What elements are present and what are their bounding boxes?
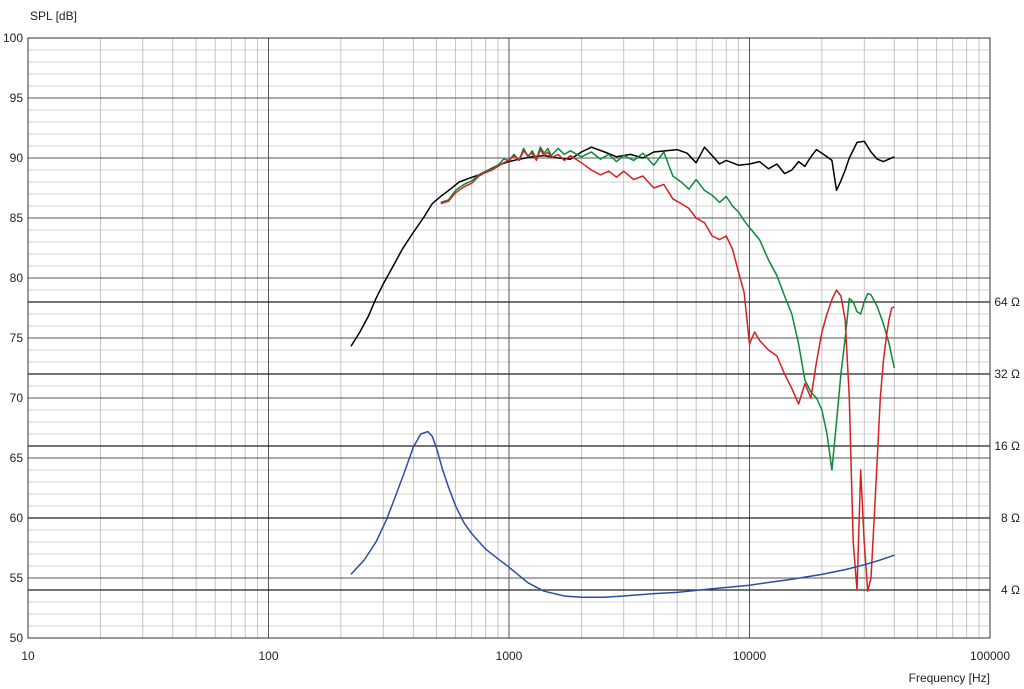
impedance-tick-label: 64 Ω [994, 295, 1020, 309]
impedance-tick-label: 32 Ω [994, 367, 1020, 381]
series-line-3 [440, 148, 895, 592]
y-tick-label: 70 [10, 391, 24, 405]
x-axis-label: Frequency [Hz] [909, 671, 990, 685]
series-line-4 [350, 430, 895, 598]
y-tick-label: 50 [10, 631, 24, 645]
x-tick-label: 10 [21, 649, 35, 663]
y-tick-label: 95 [10, 91, 24, 105]
series-layer [350, 140, 896, 598]
x-tick-label: 100 [258, 649, 278, 663]
y-tick-labels: 50 55 60 65 70 75 80 85 90 95 100 [3, 31, 23, 645]
y-tick-label: 85 [10, 211, 24, 225]
x-tick-labels: 10 100 1000 10000 100000 [21, 649, 1010, 663]
impedance-tick-labels: 4 Ω 8 Ω 16 Ω 32 Ω 64 Ω [994, 295, 1020, 597]
y-tick-label: 100 [3, 31, 23, 45]
impedance-tick-label: 8 Ω [1001, 511, 1020, 525]
y-tick-label: 75 [10, 331, 24, 345]
x-tick-label: 1000 [496, 649, 523, 663]
y-tick-label: 65 [10, 451, 24, 465]
x-tick-label: 100000 [970, 649, 1010, 663]
y-axis-label: SPL [dB] [30, 9, 77, 23]
y-tick-label: 90 [10, 151, 24, 165]
y-tick-label: 55 [10, 571, 24, 585]
series-line-1 [350, 140, 895, 347]
plot-frame [27, 37, 991, 639]
y-tick-label: 60 [10, 511, 24, 525]
impedance-tick-label: 4 Ω [1001, 583, 1020, 597]
x-tick-label: 10000 [733, 649, 767, 663]
y-tick-label: 80 [10, 271, 24, 285]
impedance-tick-label: 16 Ω [994, 439, 1020, 453]
